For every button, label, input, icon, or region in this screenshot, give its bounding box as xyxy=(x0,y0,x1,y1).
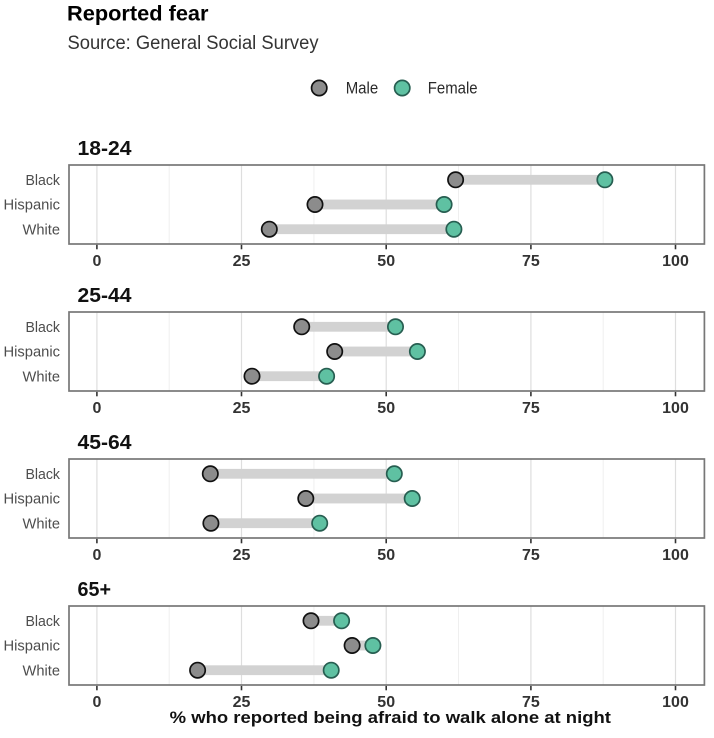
svg-text:0: 0 xyxy=(92,400,101,417)
svg-text:45-64: 45-64 xyxy=(78,432,133,454)
svg-text:50: 50 xyxy=(377,694,395,711)
svg-text:100: 100 xyxy=(662,253,689,270)
svg-text:18-24: 18-24 xyxy=(78,138,133,160)
svg-text:White: White xyxy=(23,516,61,532)
svg-text:25: 25 xyxy=(233,400,251,417)
svg-text:0: 0 xyxy=(92,253,101,270)
svg-text:25: 25 xyxy=(233,694,251,711)
svg-text:50: 50 xyxy=(377,400,395,417)
svg-text:Hispanic: Hispanic xyxy=(4,345,61,361)
svg-text:0: 0 xyxy=(92,694,101,711)
svg-text:Black: Black xyxy=(26,614,61,630)
svg-text:White: White xyxy=(23,222,61,238)
svg-text:% who reported being afraid to: % who reported being afraid to walk alon… xyxy=(170,708,612,727)
svg-text:65+: 65+ xyxy=(78,579,112,601)
svg-text:0: 0 xyxy=(92,547,101,564)
svg-text:100: 100 xyxy=(662,400,689,417)
svg-text:75: 75 xyxy=(522,253,540,270)
svg-text:White: White xyxy=(23,369,61,385)
svg-text:100: 100 xyxy=(662,694,689,711)
svg-text:75: 75 xyxy=(522,547,540,564)
svg-text:Hispanic: Hispanic xyxy=(4,492,61,508)
svg-text:Source: General Social Survey: Source: General Social Survey xyxy=(68,33,319,54)
svg-text:25-44: 25-44 xyxy=(78,285,133,307)
svg-text:Reported fear: Reported fear xyxy=(67,3,209,26)
svg-text:75: 75 xyxy=(522,694,540,711)
svg-text:50: 50 xyxy=(377,547,395,564)
svg-text:100: 100 xyxy=(662,547,689,564)
svg-text:25: 25 xyxy=(233,253,251,270)
svg-text:25: 25 xyxy=(233,547,251,564)
svg-text:75: 75 xyxy=(522,400,540,417)
svg-text:Black: Black xyxy=(26,467,61,483)
svg-text:Hispanic: Hispanic xyxy=(4,639,61,655)
svg-text:Hispanic: Hispanic xyxy=(4,198,61,214)
svg-text:50: 50 xyxy=(377,253,395,270)
svg-text:Black: Black xyxy=(26,173,61,189)
svg-text:Male: Male xyxy=(346,79,379,98)
svg-text:Female: Female xyxy=(428,79,478,98)
svg-text:Black: Black xyxy=(26,320,61,336)
svg-text:White: White xyxy=(23,663,61,679)
